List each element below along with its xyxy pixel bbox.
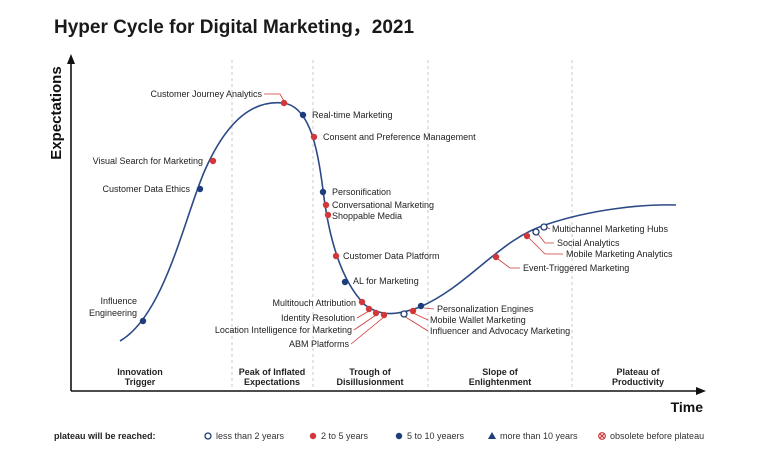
shoppable-media-marker — [324, 211, 332, 219]
legend-2-to-5-years-icon — [309, 432, 317, 440]
mobile-wallet-marketing-leader — [412, 312, 429, 321]
phase-label: Enlightenment — [469, 377, 532, 387]
customer-data-platform-marker — [332, 252, 340, 260]
phase-label: Slope of — [482, 367, 519, 377]
personification-marker — [319, 188, 327, 196]
y-axis-label: Expectations — [48, 66, 65, 159]
legend-heading: plateau will be reached: — [54, 431, 156, 441]
mobile-marketing-analytics-leader — [528, 237, 563, 255]
identity-resolution-marker — [365, 305, 373, 313]
customer-journey-analytics-label: Customer Journey Analytics — [150, 89, 262, 99]
customer-data-platform-label: Customer Data Platform — [343, 251, 440, 261]
legend-more-than-10-years-icon — [488, 432, 496, 439]
mobile-marketing-analytics-marker — [523, 232, 531, 240]
social-analytics-marker — [532, 228, 540, 236]
al-for-marketing-marker — [341, 278, 349, 286]
personalization-engines-label: Personalization Engines — [437, 304, 534, 314]
legend-obsolete-before-plateau-label: obsolete before plateau — [610, 431, 704, 441]
legend: plateau will be reached: less than 2 year… — [54, 431, 704, 441]
mobile-wallet-marketing-marker — [409, 307, 417, 315]
phase-label: Disillusionment — [336, 377, 403, 387]
event-triggered-marketing-marker — [492, 253, 500, 261]
legend-less-than-2-years-icon — [204, 432, 212, 440]
influence-engineering-label: Engineering — [89, 308, 137, 318]
multitouch-attribution-marker — [358, 298, 366, 306]
event-triggered-marketing-label: Event-Triggered Marketing — [523, 263, 629, 273]
phase-label: Expectations — [244, 377, 300, 387]
legend-obsolete-before-plateau-icon — [598, 432, 606, 440]
legend-2-to-5-years-label: 2 to 5 years — [321, 431, 369, 441]
visual-search-for-marketing-marker — [209, 157, 217, 165]
technology-labels: Influence Engineering Customer Data Ethics… — [89, 89, 673, 349]
abm-platforms-marker — [380, 311, 388, 319]
abm-platforms-label: ABM Platforms — [289, 339, 350, 349]
phase-label: Productivity — [612, 377, 664, 387]
legend-5-to-10-years-label: 5 to 10 yeaers — [407, 431, 465, 441]
phase-label: Peak of Inflated — [239, 367, 306, 377]
visual-search-for-marketing-label: Visual Search for Marketing — [93, 156, 203, 166]
consent-and-preference-management-label: Consent and Preference Management — [323, 132, 476, 142]
conversational-marketing-label: Conversational Marketing — [332, 200, 434, 210]
influence-engineering-label: Influence — [100, 296, 137, 306]
mobile-marketing-analytics-label: Mobile Marketing Analytics — [566, 249, 673, 259]
phase-label: Trough of — [349, 367, 391, 377]
abm-platforms-leader — [350, 316, 385, 345]
technology-markers — [139, 99, 548, 325]
social-analytics-label: Social Analytics — [557, 238, 620, 248]
axes: Expectations Time — [48, 54, 706, 415]
personalization-engines-marker — [417, 302, 425, 310]
identity-resolution-leader — [356, 310, 370, 319]
real-time-marketing-label: Real-time Marketing — [312, 110, 393, 120]
personalization-engines-leader — [423, 307, 435, 310]
customer-data-ethics-marker — [196, 185, 204, 193]
customer-journey-analytics-leader — [264, 93, 285, 102]
y-axis-arrow — [67, 54, 75, 64]
page-title: Hyper Cycle for Digital Marketing，2021 — [54, 17, 415, 38]
location-intelligence-for-marketing-marker — [372, 309, 380, 317]
location-intelligence-for-marketing-label: Location Intelligence for Marketing — [215, 325, 352, 335]
conversational-marketing-marker — [322, 201, 330, 209]
multichannel-marketing-hubs-marker — [540, 223, 548, 231]
multitouch-attribution-label: Multitouch Attribution — [272, 298, 356, 308]
phase-label: Trigger — [125, 377, 156, 387]
x-axis-arrow — [696, 387, 706, 395]
influencer-and-advocacy-marketing-label: Influencer and Advocacy Marketing — [430, 326, 570, 336]
real-time-marketing-marker — [299, 111, 307, 119]
legend-more-than-10-years-label: more than 10 years — [500, 431, 578, 441]
location-intelligence-for-marketing-leader — [353, 314, 377, 331]
x-axis-label: Time — [671, 399, 704, 415]
customer-data-ethics-label: Customer Data Ethics — [102, 184, 190, 194]
social-analytics-leader — [537, 233, 554, 244]
customer-journey-analytics-marker — [280, 99, 288, 107]
influence-engineering-marker — [139, 317, 147, 325]
legend-5-to-10-years-icon — [395, 432, 403, 440]
phase-label: Innovation — [117, 367, 163, 377]
mobile-wallet-marketing-label: Mobile Wallet Marketing — [430, 315, 526, 325]
phase-label: Plateau of — [616, 367, 660, 377]
hype-curve — [119, 101, 677, 342]
shoppable-media-label: Shoppable Media — [332, 211, 402, 221]
multichannel-marketing-hubs-label: Multichannel Marketing Hubs — [552, 224, 669, 234]
personification-label: Personification — [332, 187, 391, 197]
influencer-and-advocacy-marketing-marker — [400, 310, 408, 318]
event-triggered-marketing-leader — [497, 258, 520, 269]
identity-resolution-label: Identity Resolution — [281, 313, 355, 323]
al-for-marketing-label: AL for Marketing — [353, 276, 419, 286]
phase-separators — [231, 60, 573, 388]
consent-and-preference-management-marker — [310, 133, 318, 141]
legend-less-than-2-years-label: less than 2 years — [216, 431, 285, 441]
influencer-and-advocacy-marketing-leader — [403, 315, 429, 332]
